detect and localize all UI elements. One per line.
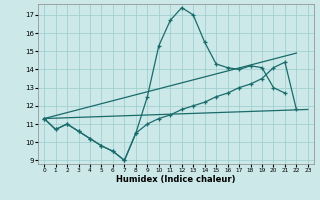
- X-axis label: Humidex (Indice chaleur): Humidex (Indice chaleur): [116, 175, 236, 184]
